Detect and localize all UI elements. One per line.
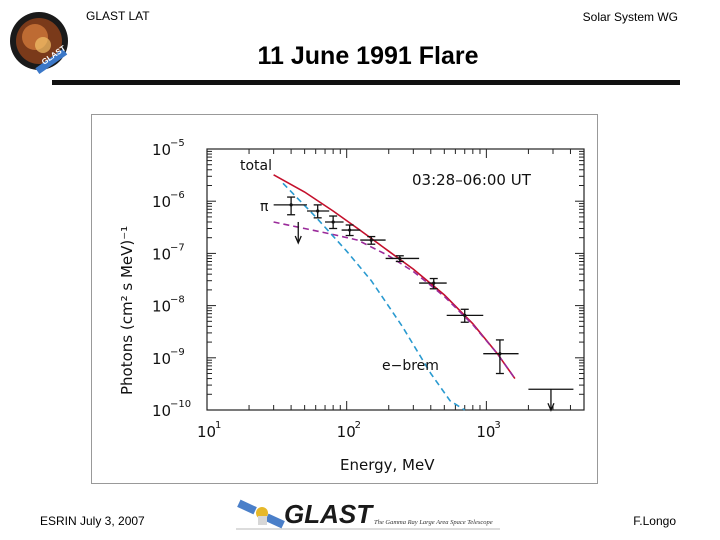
logo-swoosh xyxy=(35,48,68,75)
plot-frame xyxy=(206,148,585,411)
logo-glow xyxy=(35,37,51,53)
data-points xyxy=(273,196,574,412)
x-tick-label: 10 xyxy=(476,423,495,441)
series-label-2: e−brem xyxy=(382,358,439,374)
series-curve-2 xyxy=(282,182,466,411)
y-tick-label: 10 xyxy=(152,193,171,211)
data-point xyxy=(316,209,320,213)
title-rule xyxy=(52,80,680,85)
data-point xyxy=(432,281,436,285)
glast-lat-mission-logo: GLAST xyxy=(8,8,72,80)
footer-logo-word: GLAST xyxy=(284,499,374,529)
satellite-icon xyxy=(237,499,285,529)
data-point xyxy=(369,238,373,242)
x-tick-exponent: 3 xyxy=(494,420,500,431)
data-point xyxy=(331,220,335,224)
footer-author: F.Longo xyxy=(633,514,676,528)
footer-logo-tagline: The Gamma Ray Large Area Space Telescope xyxy=(374,519,493,526)
axis-labels: 101 102 10310−510−610−710−810−910−10totalπ… xyxy=(152,138,501,441)
y-tick-label: 10 xyxy=(152,245,171,263)
upper-limit-arrow xyxy=(294,235,302,245)
data-point xyxy=(498,352,502,356)
tick-marks xyxy=(206,149,585,411)
model-curves xyxy=(273,174,516,411)
y-tick-label: 10 xyxy=(152,350,171,368)
spectrum-figure: 10 1 10 2 10 3 10 −5 10 −6 10 −7 10 −8 10 −9 10 −10 total π… xyxy=(91,114,598,484)
spectrum-chart: 101 102 10310−510−610−710−810−910−10totalπ… xyxy=(118,138,585,474)
data-point xyxy=(398,256,402,261)
y-axis-label: Photons (cm² s MeV)⁻¹ xyxy=(118,226,136,395)
footer-event: ESRIN July 3, 2007 xyxy=(40,514,145,528)
y-tick-exponent: −8 xyxy=(170,295,185,306)
y-tick-label: 10 xyxy=(152,298,171,316)
slide-title: 11 June 1991 Flare xyxy=(257,42,479,70)
y-tick-exponent: −10 xyxy=(170,399,191,410)
header-right-label: Solar System WG xyxy=(582,10,678,24)
data-point xyxy=(463,313,467,317)
series-label-1: π xyxy=(260,199,269,215)
series-curve-0 xyxy=(273,174,516,380)
glast-footer-logo: GLAST The Gamma Ray Large Area Space Tel… xyxy=(234,497,502,533)
y-tick-exponent: −5 xyxy=(170,138,185,149)
time-annotation: 03:28–06:00 UT xyxy=(412,171,532,189)
x-tick-exponent: 2 xyxy=(355,420,361,431)
x-axis-label: Energy, MeV xyxy=(340,456,435,474)
y-tick-exponent: −9 xyxy=(170,347,185,358)
data-point xyxy=(289,203,293,207)
data-point xyxy=(348,228,352,232)
y-tick-exponent: −6 xyxy=(170,190,185,201)
series-curve-1 xyxy=(273,221,516,380)
x-tick-exponent: 1 xyxy=(215,420,221,431)
upper-limit-arrow xyxy=(547,402,555,412)
x-tick-label: 10 xyxy=(197,423,216,441)
y-tick-label: 10 xyxy=(152,141,171,159)
y-tick-exponent: −7 xyxy=(170,242,185,253)
header-left-label: GLAST LAT xyxy=(86,9,150,23)
series-label-0: total xyxy=(240,158,272,174)
y-tick-label: 10 xyxy=(152,402,171,420)
x-tick-label: 10 xyxy=(337,423,356,441)
